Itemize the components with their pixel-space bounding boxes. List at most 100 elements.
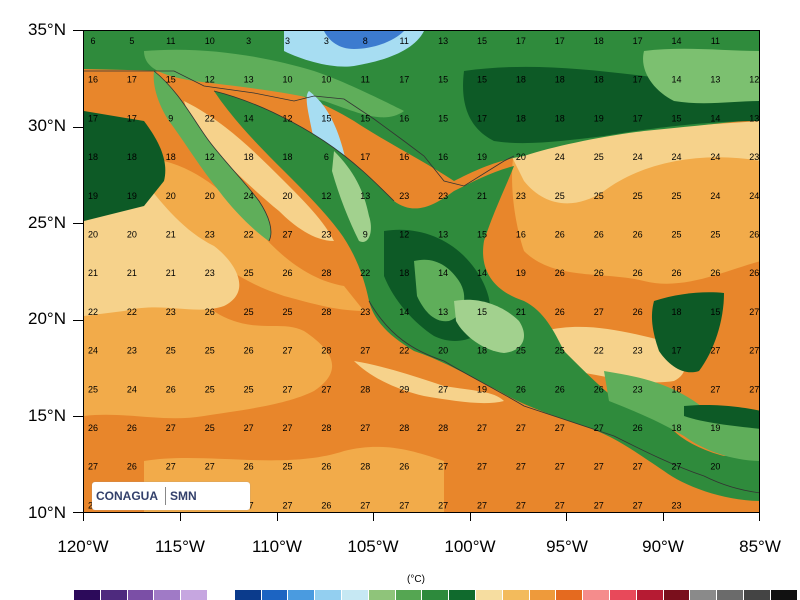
grid-value: 26	[749, 268, 759, 278]
grid-value: 25	[282, 307, 292, 317]
grid-value: 24	[127, 384, 137, 394]
grid-value: 14	[438, 268, 448, 278]
grid-value: 28	[360, 462, 370, 472]
grid-value: 20	[127, 230, 137, 240]
land-westcoast	[84, 111, 166, 221]
grid-value: 13	[244, 75, 254, 85]
grid-value: 3	[285, 36, 290, 46]
grid-value: 21	[166, 268, 176, 278]
logo-separator	[165, 487, 166, 505]
grid-value: 27	[205, 462, 215, 472]
lon-label-105: 105°W	[347, 537, 399, 556]
grid-value: 27	[555, 462, 565, 472]
grid-value: 14	[710, 113, 720, 123]
lon-tick	[566, 513, 567, 521]
grid-value: 25	[516, 346, 526, 356]
colorbar-swatch	[74, 590, 101, 600]
colorbar-swatch	[717, 590, 744, 600]
grid-value: 17	[671, 346, 681, 356]
colorbar-swatch	[422, 590, 450, 600]
grid-value: 25	[710, 230, 720, 240]
grid-value: 18	[244, 152, 254, 162]
grid-value: 27	[399, 500, 409, 510]
grid-value: 22	[360, 268, 370, 278]
grid-value: 15	[438, 113, 448, 123]
grid-value: 25	[205, 384, 215, 394]
land-cuba	[684, 404, 759, 429]
conagua-text: CONAGUA	[96, 489, 158, 503]
grid-value: 12	[282, 113, 292, 123]
colorbar-swatch	[583, 590, 610, 600]
grid-value: 10	[321, 75, 331, 85]
grid-value: 23	[399, 191, 409, 201]
grid-value: 28	[399, 423, 409, 433]
agency-logo: CONAGUA SMN	[92, 482, 250, 510]
land-mexico-light	[332, 151, 371, 242]
grid-value: 25	[555, 191, 565, 201]
grid-value: 17	[88, 113, 98, 123]
colorbar-swatch	[341, 590, 369, 600]
lon-label-115: 115°W	[155, 537, 205, 556]
grid-value: 6	[90, 36, 95, 46]
lat-tick	[73, 416, 83, 417]
grid-value: 9	[168, 113, 173, 123]
grid-value: 18	[671, 423, 681, 433]
lat-tick	[73, 127, 83, 128]
colorbar-swatch	[529, 590, 557, 600]
grid-value: 20	[710, 462, 720, 472]
grid-value: 26	[671, 268, 681, 278]
grid-value: 26	[205, 307, 215, 317]
grid-value: 25	[205, 346, 215, 356]
grid-value: 23	[166, 307, 176, 317]
grid-value: 27	[710, 346, 720, 356]
grid-value: 18	[516, 113, 526, 123]
grid-value: 9	[363, 230, 368, 240]
lat-label-25: 25°N	[28, 213, 66, 232]
grid-value: 10	[205, 36, 215, 46]
grid-value: 16	[88, 75, 98, 85]
grid-value: 21	[516, 307, 526, 317]
grid-value: 25	[244, 268, 254, 278]
colorbar-swatch	[181, 590, 208, 600]
grid-value: 18	[127, 152, 137, 162]
grid-value: 24	[244, 191, 254, 201]
grid-value: 27	[477, 462, 487, 472]
grid-value: 26	[516, 384, 526, 394]
grid-value: 17	[633, 75, 643, 85]
grid-value: 26	[555, 307, 565, 317]
grid-value: 19	[594, 113, 604, 123]
colorbar-swatch	[234, 590, 262, 600]
grid-value: 27	[282, 230, 292, 240]
grid-value: 24	[710, 152, 720, 162]
grid-value: 15	[477, 36, 487, 46]
colorbar-swatch	[609, 590, 637, 600]
grid-value: 23	[205, 230, 215, 240]
grid-value: 26	[127, 462, 137, 472]
grid-value: 15	[166, 75, 176, 85]
lon-tick	[83, 513, 84, 521]
grid-value: 17	[477, 113, 487, 123]
grid-value: 27	[88, 462, 98, 472]
grid-value: 28	[321, 423, 331, 433]
lon-label-90: 90°W	[642, 537, 684, 556]
grid-value: 27	[749, 307, 759, 317]
grid-value: 21	[477, 191, 487, 201]
lat-label-15: 15°N	[28, 406, 66, 425]
grid-value: 10	[282, 75, 292, 85]
lon-label-120: 120°W	[57, 537, 109, 556]
colorbar-swatch	[315, 590, 342, 600]
lat-tick	[73, 30, 83, 31]
grid-value: 12	[205, 152, 215, 162]
colorbar-swatch	[288, 590, 316, 600]
grid-value: 26	[88, 423, 98, 433]
grid-value: 22	[399, 346, 409, 356]
grid-value: 11	[400, 36, 409, 46]
lon-tick	[180, 513, 181, 521]
colorbar-swatch	[449, 590, 476, 600]
grid-value: 6	[324, 152, 329, 162]
temperature-map: 6 5 11 10 3 3 3 8 11 13 15 17 17 18 17 14 11 16 17 15 12 13 10…	[83, 30, 760, 513]
grid-value: 27	[321, 384, 331, 394]
grid-value: 27	[282, 346, 292, 356]
grid-value: 14	[244, 113, 254, 123]
grid-value: 13	[710, 75, 720, 85]
